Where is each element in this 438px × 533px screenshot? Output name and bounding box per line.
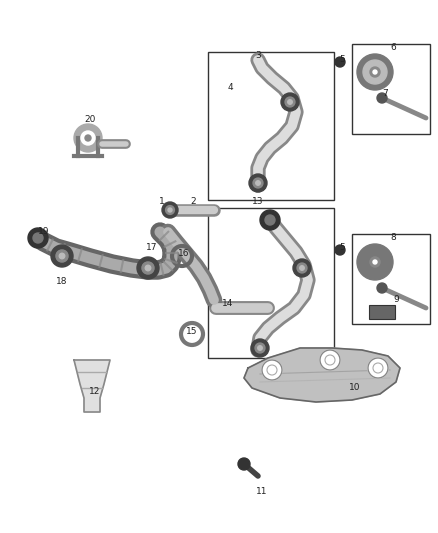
Text: 19: 19 xyxy=(38,228,50,237)
Circle shape xyxy=(255,343,265,353)
Circle shape xyxy=(256,181,260,185)
Polygon shape xyxy=(74,360,110,412)
Bar xyxy=(352,44,430,134)
Circle shape xyxy=(335,57,345,67)
Circle shape xyxy=(74,124,102,152)
Text: 1: 1 xyxy=(159,198,165,206)
Circle shape xyxy=(357,54,393,90)
Polygon shape xyxy=(244,348,400,402)
Circle shape xyxy=(56,250,68,262)
Circle shape xyxy=(285,97,295,107)
Circle shape xyxy=(373,260,377,264)
Text: 9: 9 xyxy=(393,295,399,304)
Circle shape xyxy=(28,228,48,248)
Text: 15: 15 xyxy=(186,327,198,336)
Circle shape xyxy=(238,458,250,470)
Text: 13: 13 xyxy=(252,198,264,206)
Circle shape xyxy=(251,339,269,357)
Text: 8: 8 xyxy=(390,233,396,243)
Circle shape xyxy=(162,202,178,218)
Circle shape xyxy=(85,135,91,141)
Circle shape xyxy=(145,265,151,271)
Text: 20: 20 xyxy=(84,116,95,125)
Circle shape xyxy=(288,100,292,104)
Text: 6: 6 xyxy=(390,44,396,52)
Circle shape xyxy=(363,60,387,84)
Circle shape xyxy=(377,93,387,103)
Text: 7: 7 xyxy=(382,90,388,99)
Circle shape xyxy=(253,178,263,188)
Circle shape xyxy=(293,259,311,277)
Circle shape xyxy=(370,257,380,267)
Circle shape xyxy=(320,350,340,370)
Text: 17: 17 xyxy=(146,244,158,253)
Text: 14: 14 xyxy=(223,300,234,309)
Circle shape xyxy=(142,262,154,274)
Text: 5: 5 xyxy=(339,55,345,64)
Circle shape xyxy=(260,210,280,230)
Circle shape xyxy=(373,70,377,74)
Text: 10: 10 xyxy=(349,384,361,392)
Bar xyxy=(352,234,430,324)
Circle shape xyxy=(297,263,307,273)
Text: 4: 4 xyxy=(227,84,233,93)
Circle shape xyxy=(258,346,262,350)
Circle shape xyxy=(249,174,267,192)
Circle shape xyxy=(168,208,172,212)
Text: 3: 3 xyxy=(255,51,261,60)
FancyBboxPatch shape xyxy=(369,305,395,319)
Text: 11: 11 xyxy=(256,488,268,497)
Circle shape xyxy=(81,131,95,145)
Circle shape xyxy=(265,215,275,225)
Bar xyxy=(208,208,334,358)
Text: 18: 18 xyxy=(56,278,68,287)
Circle shape xyxy=(33,233,43,243)
Circle shape xyxy=(368,358,388,378)
Circle shape xyxy=(300,266,304,270)
Bar xyxy=(208,52,334,200)
Circle shape xyxy=(59,253,65,259)
Circle shape xyxy=(370,67,380,77)
Circle shape xyxy=(281,93,299,111)
Circle shape xyxy=(262,360,282,380)
Circle shape xyxy=(166,206,174,214)
Circle shape xyxy=(335,245,345,255)
Circle shape xyxy=(377,283,387,293)
Text: 12: 12 xyxy=(89,387,101,397)
Circle shape xyxy=(357,244,393,280)
Text: 16: 16 xyxy=(178,249,190,259)
Circle shape xyxy=(137,257,159,279)
Circle shape xyxy=(51,245,73,267)
Text: 2: 2 xyxy=(190,198,196,206)
Text: 5: 5 xyxy=(339,244,345,253)
